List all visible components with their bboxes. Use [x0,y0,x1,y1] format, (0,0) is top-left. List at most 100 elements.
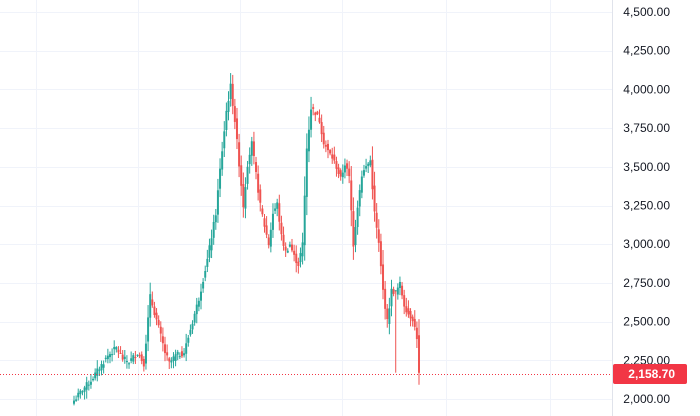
candle-body [329,150,332,154]
candle-body [144,343,147,364]
candle-body [238,142,241,167]
candle-body [373,185,376,212]
candle-body [121,354,124,360]
candle-body [282,234,285,246]
candle-body [297,261,300,267]
candle-body [337,167,340,174]
candle-body [151,299,154,306]
candle-body [358,190,361,207]
y-tick-label: 3,750.00 [623,121,670,135]
candle-body [295,253,298,264]
y-tick-label: 3,500.00 [623,160,670,174]
candle-body [81,391,84,393]
candle-body [210,238,213,251]
candle-body [140,354,143,362]
candle-body [343,165,346,173]
candle-body [339,170,342,177]
candle-body [235,118,238,140]
y-tick-label: 3,000.00 [623,237,670,251]
y-tick-label: 4,000.00 [623,82,670,96]
candle-body [271,213,274,230]
candle-body [191,323,194,330]
candle-body [79,390,82,395]
candle-body [269,229,272,247]
last-price-tag [613,364,687,384]
candle-body [176,351,179,355]
candle-body [257,173,260,193]
candles [73,73,420,406]
candle-body [157,319,160,326]
candle-body [388,308,391,324]
candle-body [286,250,289,253]
candle-body [398,281,401,288]
candle-body [153,306,156,315]
candle-body [348,168,351,177]
candle-body [250,141,253,156]
candle-body [386,308,389,320]
candle-body [161,336,164,344]
candle-body [208,245,211,258]
candle-body [248,154,251,165]
candle-body [115,347,118,350]
candle-body [197,300,200,307]
candle-body [326,143,329,151]
y-tick-label: 2,250.00 [623,353,670,367]
last-price-label: 2,158.70 [628,367,675,381]
candle-body [219,168,222,189]
candle-body [128,363,131,365]
candle-body [227,100,230,112]
price-axis[interactable]: 2,000.00 2,250.00 2,500.00 2,750.00 3,000.00… [612,0,688,416]
candle-body [108,354,111,358]
candle-body [102,364,105,368]
candle-body [362,170,365,176]
candle-body [371,159,374,190]
candle-body [202,281,205,289]
candle-body [83,387,86,392]
candle-body [284,246,287,251]
candle-body [159,326,162,334]
candle-body [244,187,247,209]
candle-body [407,308,410,315]
candle-body [278,203,281,222]
candle-body [195,304,198,315]
candle-body [411,316,414,322]
candle-body [369,160,372,166]
candle-body [199,291,202,301]
candle-body [73,400,75,404]
candle-body [189,329,192,335]
candle-body [231,83,234,106]
candle-body [87,384,90,386]
y-tick-label: 4,500.00 [623,5,670,19]
candle-body [187,337,190,343]
candle-body [98,369,101,371]
candle-body [382,264,385,290]
candle-body [204,271,207,278]
candle-body [233,106,236,122]
candle-body [303,195,306,246]
candle-body [183,353,186,356]
candle-body [221,151,224,170]
candle-body [214,215,217,223]
candle-body [261,208,264,215]
candle-body [172,356,175,361]
candle-body [377,229,380,243]
candle-body [415,327,418,340]
candle-body [212,221,215,238]
candle-body [346,163,349,169]
candle-body [259,189,262,203]
candle-body [242,184,245,208]
candle-body [119,352,122,354]
candle-body [413,318,416,327]
candle-body [164,344,167,354]
candle-body [322,132,325,145]
candle-body [310,109,313,130]
candle-body [401,285,404,296]
candle-body [178,356,181,358]
candle-body [123,356,126,360]
candle-body [301,242,304,257]
candle-body [396,287,399,295]
candle-body [375,212,378,228]
candle-body [130,358,133,361]
candle-body [318,117,321,123]
